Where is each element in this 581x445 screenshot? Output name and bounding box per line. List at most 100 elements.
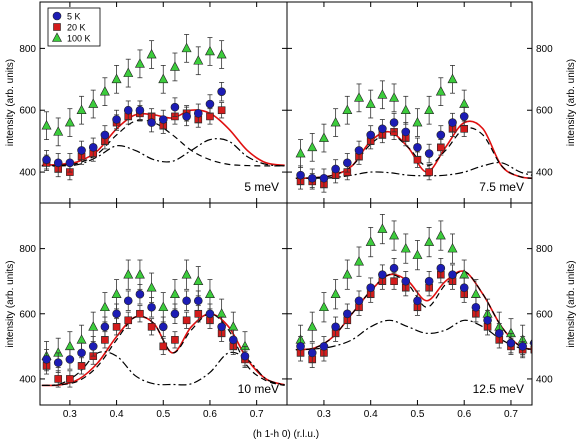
x-tick-label: 0.5 <box>156 409 170 420</box>
y-tick-label: 600 <box>19 309 36 320</box>
point <box>389 229 400 240</box>
point <box>76 104 87 115</box>
point <box>330 116 341 127</box>
point <box>123 269 134 279</box>
point <box>377 223 388 233</box>
point <box>377 89 388 99</box>
point <box>365 98 376 108</box>
point <box>424 104 435 115</box>
point <box>135 105 145 115</box>
point <box>296 170 305 180</box>
point <box>134 269 145 279</box>
point <box>530 345 532 354</box>
point <box>413 143 422 152</box>
point <box>134 58 145 68</box>
y-tick-label: 600 <box>536 106 553 117</box>
point <box>181 269 192 279</box>
point <box>100 130 110 140</box>
point <box>111 73 122 84</box>
point <box>193 109 203 118</box>
y-tick-label: 400 <box>536 168 553 179</box>
point <box>460 124 469 133</box>
point <box>158 73 169 84</box>
point <box>147 118 156 127</box>
y-axis-title: intensity (arb. units) <box>5 59 16 146</box>
error-bar <box>531 341 532 359</box>
point <box>159 342 168 351</box>
point <box>424 276 434 286</box>
point <box>65 158 75 168</box>
point <box>330 288 341 299</box>
point <box>447 73 458 84</box>
point <box>205 309 215 319</box>
point <box>112 323 121 331</box>
point <box>318 301 329 312</box>
point <box>400 104 411 115</box>
legend-label: 20 K <box>67 23 86 33</box>
point <box>378 124 387 134</box>
point <box>147 302 156 312</box>
point <box>435 229 446 240</box>
point <box>124 316 133 325</box>
point <box>66 375 74 383</box>
point <box>459 283 469 293</box>
point <box>42 355 51 364</box>
plot-area <box>295 64 532 193</box>
plot-area <box>41 259 285 388</box>
error-bar <box>531 324 532 355</box>
point <box>435 86 446 96</box>
panel-annotation: 12.5 meV <box>473 382 524 396</box>
point <box>240 351 250 361</box>
point <box>343 309 352 319</box>
point <box>64 116 75 127</box>
point <box>111 288 122 299</box>
point <box>146 282 157 292</box>
point <box>169 61 180 71</box>
point <box>319 342 329 351</box>
y-tick-label: 600 <box>536 309 553 320</box>
point <box>343 158 352 168</box>
point <box>217 87 226 96</box>
point <box>99 86 110 96</box>
x-tick-label: 0.7 <box>504 409 518 420</box>
point <box>194 309 203 318</box>
point <box>54 375 63 383</box>
point <box>77 362 86 370</box>
legend-label: 100 K <box>67 34 91 44</box>
point <box>193 275 204 285</box>
point <box>319 173 329 183</box>
x-tick-label: 0.6 <box>203 409 217 420</box>
point <box>123 67 134 77</box>
point <box>123 105 133 115</box>
point <box>147 323 156 331</box>
x-tick-label: 0.3 <box>317 409 331 420</box>
point <box>506 338 516 348</box>
panel-annotation: 5 meV <box>244 180 279 194</box>
point <box>206 112 214 121</box>
point <box>436 130 446 140</box>
point <box>413 296 422 306</box>
point <box>365 236 376 246</box>
point <box>42 155 51 165</box>
point <box>216 308 227 318</box>
point <box>205 99 215 109</box>
point <box>88 342 98 351</box>
panel-annotation: 7.5 meV <box>479 180 524 194</box>
x-tick-label: 0.5 <box>410 409 424 420</box>
point <box>459 98 470 108</box>
point <box>318 132 329 142</box>
point <box>193 55 204 65</box>
point <box>41 120 52 130</box>
point <box>101 336 109 344</box>
point <box>401 276 411 286</box>
point <box>342 269 353 279</box>
point <box>204 45 215 56</box>
point <box>296 342 305 351</box>
point <box>77 348 86 358</box>
point <box>447 242 458 253</box>
point <box>354 92 365 102</box>
point <box>437 143 445 152</box>
point <box>424 236 435 246</box>
point <box>307 141 318 152</box>
